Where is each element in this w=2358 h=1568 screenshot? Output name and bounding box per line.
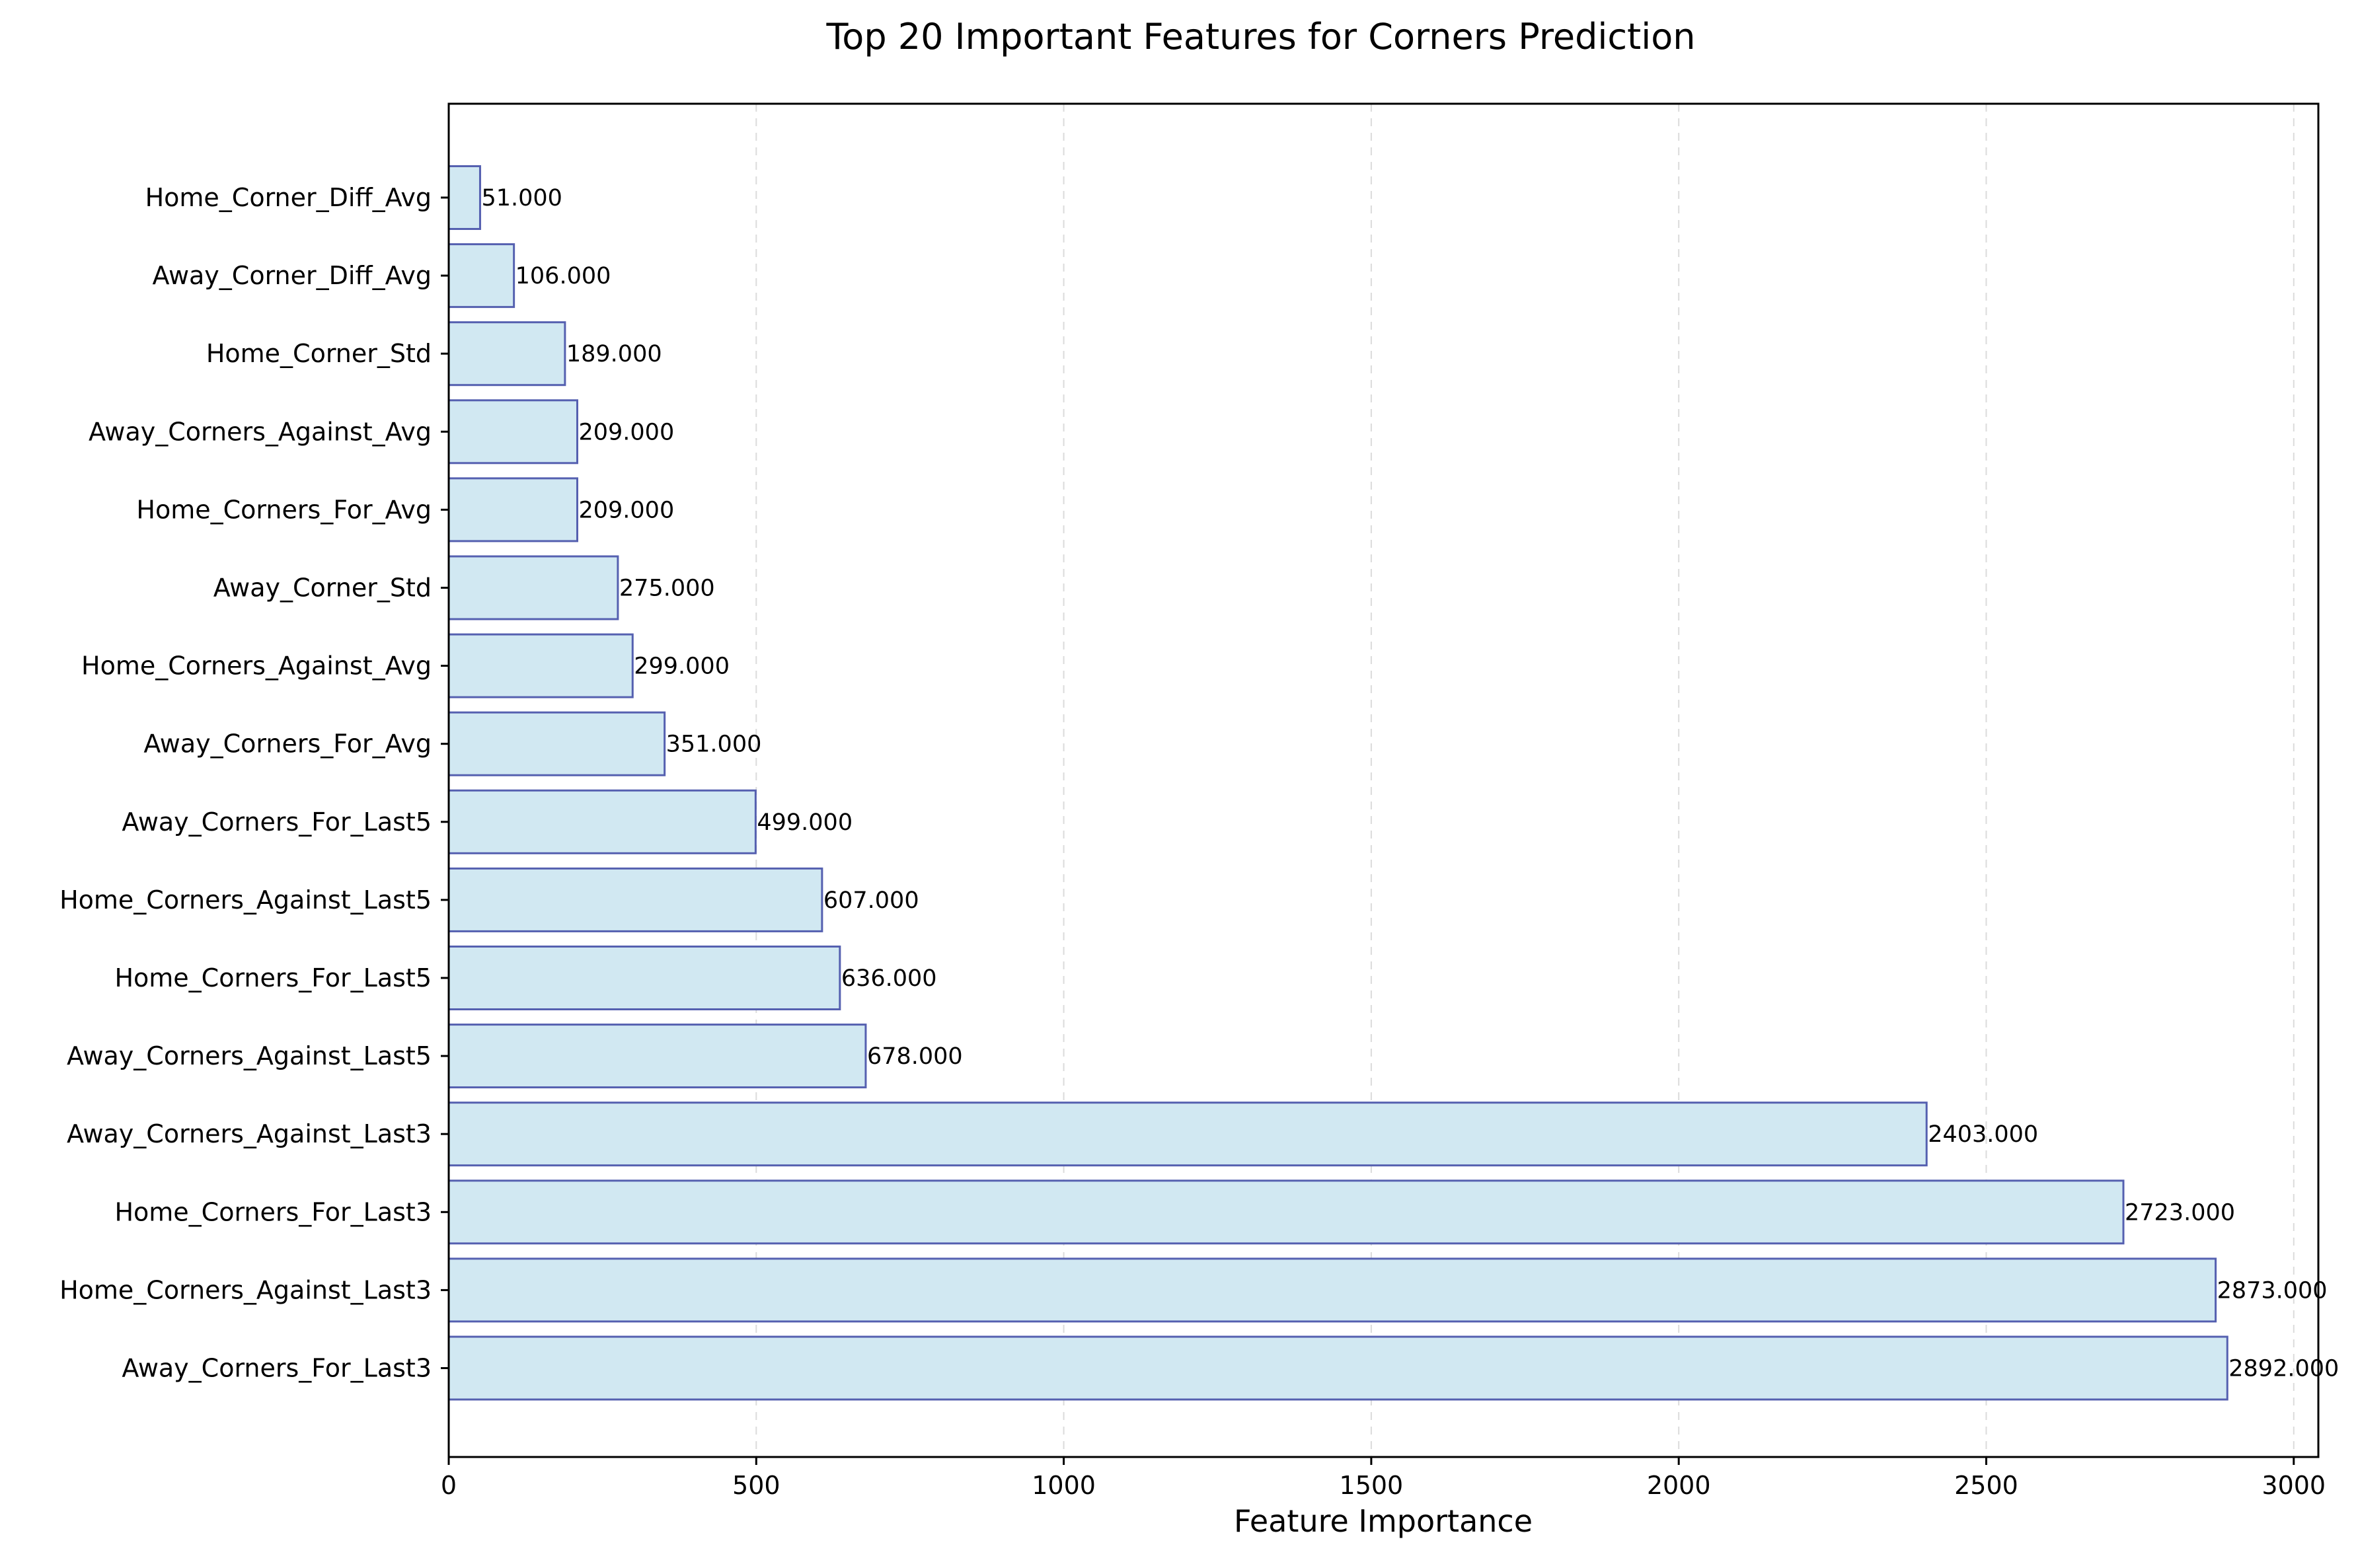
bar (447, 1335, 2228, 1401)
x-tick-label: 2500 (1954, 1471, 2018, 1500)
y-tick-label: Home_Corners_Against_Last3 (59, 1275, 432, 1304)
x-tick-label: 1000 (1032, 1471, 1096, 1500)
y-tick-label: Home_Corners_Against_Last5 (59, 885, 432, 915)
bar-value-label: 51.000 (481, 185, 562, 211)
bars (447, 165, 2228, 1401)
bar-value-label: 607.000 (823, 887, 919, 914)
y-tick-label: Home_Corner_Std (206, 339, 432, 368)
bar-value-label: 2723.000 (2125, 1199, 2235, 1226)
bar (447, 1024, 867, 1089)
y-tick-label: Away_Corner_Diff_Avg (152, 261, 432, 290)
y-tick-label: Away_Corners_For_Avg (143, 729, 432, 759)
bar (447, 633, 634, 698)
bar-value-label: 2403.000 (1928, 1121, 2038, 1148)
bar (447, 711, 666, 776)
bar-value-label: 299.000 (634, 653, 730, 680)
bar-value-label: 189.000 (566, 341, 662, 367)
y-tick-label: Home_Corners_For_Last5 (114, 963, 432, 992)
y-tick-label: Home_Corner_Diff_Avg (145, 183, 432, 212)
chart-title: Top 20 Important Features for Corners Pr… (825, 16, 1695, 57)
y-tick-label: Away_Corners_For_Last3 (122, 1354, 432, 1383)
y-tick-label: Home_Corners_Against_Avg (81, 652, 432, 681)
bar-value-label: 106.000 (515, 263, 611, 289)
y-tick-label: Away_Corners_Against_Last5 (67, 1041, 432, 1070)
bar (447, 555, 619, 620)
bar (447, 946, 841, 1010)
y-tick-label: Home_Corners_For_Avg (136, 495, 432, 524)
plot-frame (447, 102, 2320, 1458)
bar-value-label: 351.000 (666, 731, 762, 758)
bar-value-label: 2873.000 (2217, 1277, 2328, 1304)
bar-value-label: 209.000 (578, 497, 674, 523)
data-labels: 51.000 106.000 189.000 209.000 209.000 275.00… (481, 185, 2339, 1382)
bar (447, 1101, 1928, 1167)
bar (447, 867, 823, 932)
bar (447, 789, 757, 854)
bar (447, 243, 515, 309)
y-axis-ticks: Home_Corner_Diff_Avg Away_Corner_Diff_Avg… (59, 183, 449, 1383)
bar-value-label: 2892.000 (2228, 1356, 2339, 1382)
x-tick-label: 1500 (1340, 1471, 1404, 1500)
y-tick-label: Away_Corners_Against_Avg (89, 417, 432, 446)
y-tick-label: Home_Corners_For_Last3 (114, 1197, 432, 1226)
bar-value-label: 209.000 (578, 419, 674, 445)
x-tick-label: 500 (732, 1471, 780, 1500)
bar-value-label: 678.000 (867, 1043, 963, 1070)
y-tick-label: Away_Corners_For_Last5 (122, 807, 432, 837)
y-tick-label: Away_Corner_Std (213, 574, 432, 603)
x-gridlines (755, 104, 2295, 1457)
x-tick-label: 2000 (1647, 1471, 1711, 1500)
bar (447, 165, 481, 230)
bar (447, 1257, 2217, 1323)
x-tick-label: 3000 (2262, 1471, 2326, 1500)
bar-value-label: 499.000 (757, 809, 853, 836)
x-axis-ticks: 0 500 1000 1500 2000 2500 3000 (441, 1457, 2326, 1500)
bar (447, 399, 578, 465)
bar-value-label: 275.000 (619, 576, 715, 602)
bar-value-label: 636.000 (841, 965, 937, 992)
bar (447, 321, 566, 387)
x-tick-label: 0 (441, 1471, 457, 1500)
y-tick-label: Away_Corners_Against_Last3 (67, 1119, 432, 1148)
bar (447, 477, 578, 542)
x-axis-label: Feature Importance (1234, 1503, 1533, 1539)
bar (447, 1179, 2125, 1245)
